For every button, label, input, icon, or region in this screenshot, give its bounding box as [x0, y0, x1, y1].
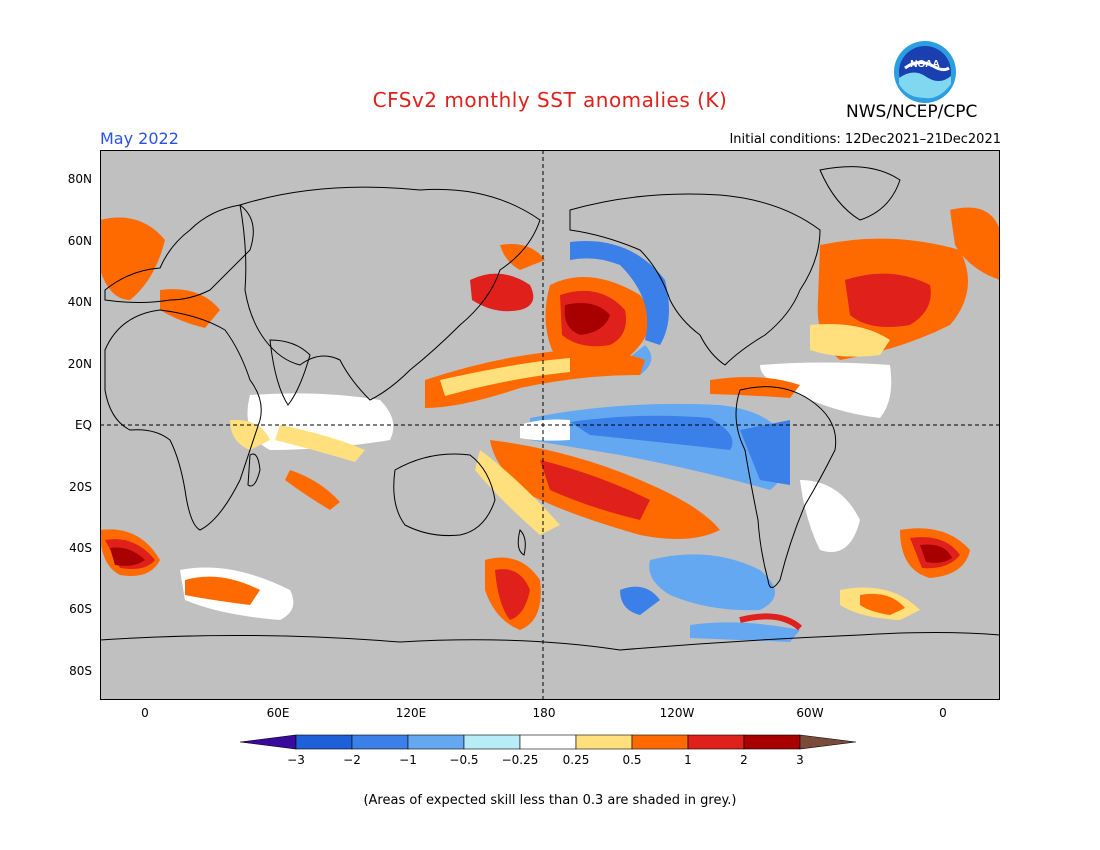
- coastline-new-zealand: [517, 529, 526, 556]
- initial-conditions: Initial conditions: 12Dec2021–21Dec2021: [729, 132, 1001, 147]
- skill-footnote: (Areas of expected skill less than 0.3 a…: [363, 793, 737, 808]
- colorbar-label: 0.5: [622, 753, 641, 767]
- lat-label: 40S: [69, 541, 92, 555]
- coastline-asia: [239, 186, 541, 401]
- colorbar-upper-triangle: [799, 734, 857, 750]
- logo-text: NOAA: [910, 59, 939, 70]
- colorbar-box: [351, 734, 409, 750]
- colorbar-label: −1: [399, 753, 417, 767]
- colorbar-box: [295, 734, 353, 750]
- colorbar-label: −3: [287, 753, 305, 767]
- noaa-logo-icon: NOAA: [894, 41, 956, 103]
- lon-label: 120W: [659, 706, 695, 720]
- lat-label: 20S: [69, 480, 92, 494]
- lon-label: 60W: [796, 706, 824, 720]
- colorbar-label: 0.25: [563, 753, 590, 767]
- lat-label: 60S: [69, 602, 92, 616]
- lat-label: EQ: [74, 418, 92, 432]
- colorbar: −3 −2 −1 −0.5 −0.25 0.25 0.5 1 2 3: [239, 734, 857, 767]
- coastline-africa: [104, 309, 262, 531]
- lat-label: 20N: [67, 357, 92, 371]
- colorbar-label: −0.25: [502, 753, 539, 767]
- colorbar-box: [407, 734, 465, 750]
- colorbar-box: [463, 734, 521, 750]
- agency-label: NWS/NCEP/CPC: [846, 102, 978, 122]
- lon-label: 60E: [266, 706, 290, 720]
- colorbar-box: [743, 734, 801, 750]
- colorbar-label: 2: [740, 753, 748, 767]
- sst-anomaly-map: [100, 150, 1000, 700]
- coastlines: [100, 166, 1000, 651]
- colorbar-label: −0.5: [449, 753, 478, 767]
- coastline-india: [269, 339, 311, 406]
- colorbar-box: [519, 734, 577, 750]
- colorbar-label: 3: [796, 753, 804, 767]
- chart-title: CFSv2 monthly SST anomalies (K): [372, 88, 728, 112]
- colorbar-lower-triangle: [239, 734, 297, 750]
- anomaly-patches: [100, 207, 1000, 642]
- coastline-madagascar: [247, 453, 261, 487]
- colorbar-label: 1: [684, 753, 692, 767]
- lon-label: 0: [141, 706, 149, 720]
- coastline-europe: [104, 204, 254, 303]
- coastline-south-america: [735, 386, 837, 588]
- lon-label: 120E: [395, 706, 427, 720]
- lat-label: 80N: [67, 172, 92, 186]
- coastline-greenland: [819, 166, 901, 221]
- colorbar-box: [575, 734, 633, 750]
- lat-label: 40N: [67, 295, 92, 309]
- forecast-month: May 2022: [100, 129, 179, 148]
- colorbar-box: [687, 734, 745, 750]
- coastline-australia: [393, 453, 496, 536]
- coastline-north-america: [569, 193, 821, 366]
- lat-label: 60N: [67, 234, 92, 248]
- lat-label: 80S: [69, 664, 92, 678]
- colorbar-label: −2: [343, 753, 361, 767]
- coastline-antarctica: [100, 632, 1000, 651]
- lon-label: 180: [532, 706, 556, 720]
- colorbar-box: [631, 734, 689, 750]
- lon-label: 0: [939, 706, 947, 720]
